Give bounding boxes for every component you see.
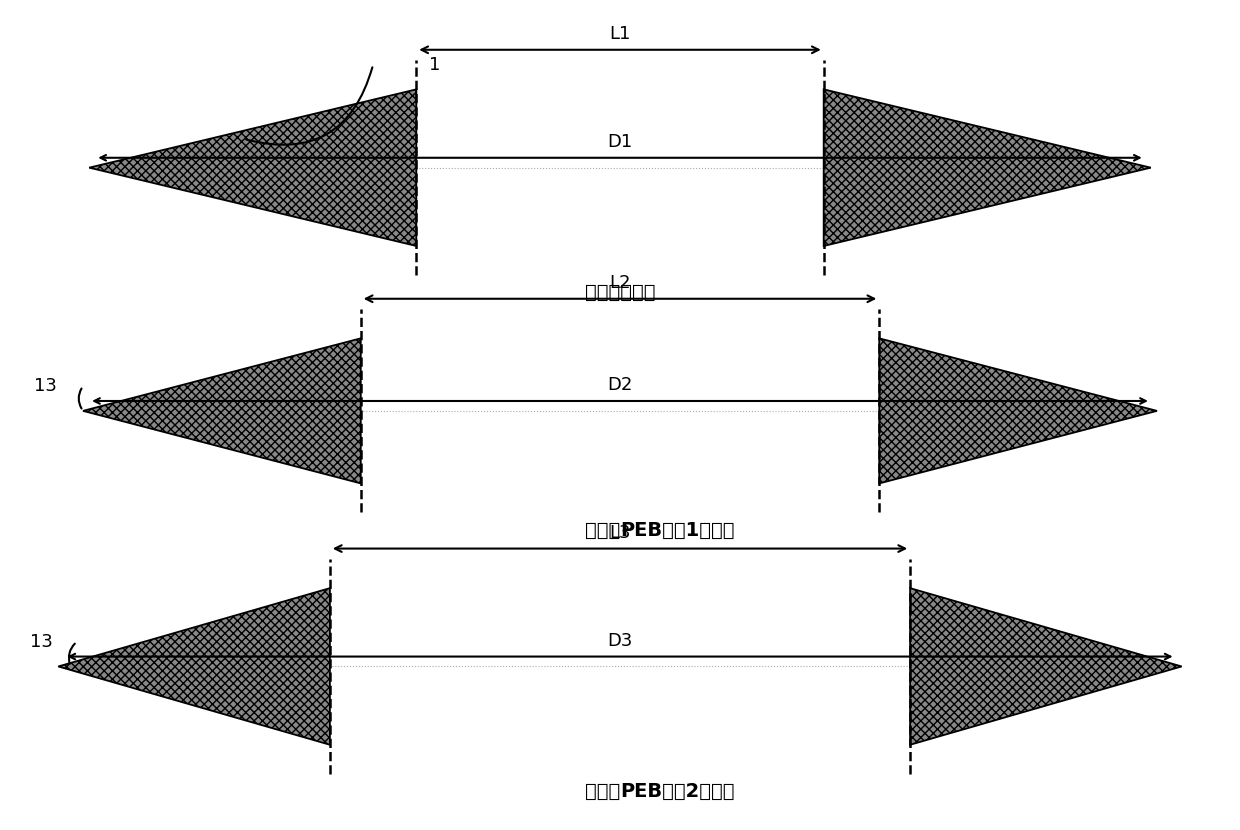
Text: 光刻版上图形: 光刻版上图形	[585, 283, 655, 302]
Polygon shape	[83, 339, 361, 483]
Polygon shape	[879, 339, 1157, 483]
Text: L1: L1	[609, 25, 631, 43]
Text: 1: 1	[429, 56, 440, 74]
Text: 13: 13	[30, 632, 53, 651]
Text: D2: D2	[608, 376, 632, 394]
Polygon shape	[58, 588, 330, 745]
Text: 图片上: 图片上	[585, 782, 620, 801]
Polygon shape	[89, 90, 417, 246]
Text: PEB温剠2的图形: PEB温剠2的图形	[620, 782, 734, 801]
Text: 图片上: 图片上	[585, 520, 620, 540]
Polygon shape	[823, 90, 1151, 246]
Text: PEB温剠1的图形: PEB温剠1的图形	[620, 520, 734, 540]
Text: D1: D1	[608, 133, 632, 151]
Text: L2: L2	[609, 274, 631, 292]
Text: L3: L3	[609, 524, 631, 542]
Text: D3: D3	[608, 632, 632, 650]
Text: 13: 13	[33, 377, 57, 395]
Polygon shape	[910, 588, 1182, 745]
